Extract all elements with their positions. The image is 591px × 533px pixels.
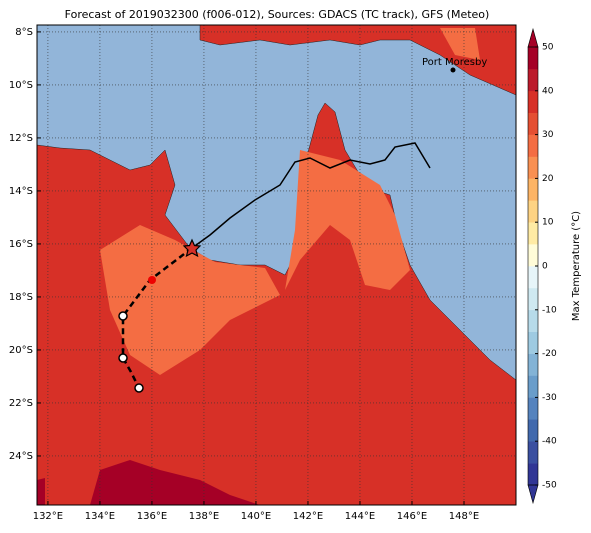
colorbar-tick-label: 10 [542, 218, 554, 228]
colorbar-swatch [528, 68, 538, 92]
colorbar-swatch [528, 309, 538, 332]
colorbar-tick-label: -40 [542, 437, 557, 447]
map-title: Forecast of 2019032300 (f006-012), Sourc… [65, 8, 490, 21]
track-forecast [121, 247, 193, 389]
colorbar-extend [527, 484, 539, 505]
colorbar-swatch [528, 287, 538, 311]
y-tick-label: 18°S [9, 292, 33, 303]
colorbar-tick-label: -10 [542, 305, 557, 315]
colorbar-swatch [528, 134, 538, 157]
colorbar-tick-label: -20 [542, 349, 557, 359]
x-tick-label: 138°E [189, 511, 219, 522]
y-tick-label: 14°S [9, 186, 33, 197]
map-area: Port Moresby [37, 25, 516, 505]
colorbar-tick-label: 30 [542, 130, 554, 140]
colorbar-tick-label: 40 [542, 86, 554, 96]
map-frame [36, 24, 517, 506]
y-tick-label: 24°S [9, 451, 33, 462]
x-tick-label: 144°E [345, 511, 375, 522]
colorbar-swatch [528, 47, 538, 70]
y-tick-label: 10°S [9, 80, 33, 91]
colorbar-swatch [528, 266, 538, 289]
track-observed [191, 142, 431, 249]
colorbar-tick-label: 0 [542, 262, 548, 272]
colorbar-extend [527, 27, 539, 48]
x-tick-label: 134°E [85, 511, 115, 522]
colorbar-swatch [528, 441, 538, 464]
colorbar: -50 -40 -30 -20 -10 0 10 20 30 40 50 [527, 27, 557, 505]
storm-star [182, 238, 202, 258]
x-tick-label: 132°E [33, 511, 63, 522]
y-tick-label: 22°S [9, 398, 33, 409]
x-tick-label: 136°E [137, 511, 167, 522]
colorbar-swatch [528, 222, 538, 245]
y-tick-label: 8°S [15, 27, 33, 38]
track-point [118, 311, 128, 321]
track-point [118, 353, 128, 363]
x-tick-label: 140°E [241, 511, 271, 522]
colorbar-swatch [528, 419, 538, 442]
grid [37, 25, 516, 505]
colorbar-swatch [528, 463, 538, 486]
colorbar-swatch [528, 112, 538, 135]
colorbar-swatch [528, 90, 538, 113]
colorbar-swatch [528, 200, 538, 223]
colorbar-tick-label: -30 [542, 393, 557, 403]
colorbar-label: Max Temperature (°C) [571, 211, 582, 321]
colorbar-tick-label: -50 [542, 481, 557, 491]
x-tick-label: 148°E [449, 511, 479, 522]
track-point [134, 383, 144, 393]
warm-zone [100, 225, 280, 375]
colorbar-tick-label: 20 [542, 174, 554, 184]
colorbar-swatch [528, 178, 538, 201]
x-tick-label: 142°E [293, 511, 323, 522]
colorbar-swatch [528, 244, 538, 267]
colorbar-swatch [528, 331, 538, 354]
colorbar-swatch [528, 375, 538, 398]
colorbar-swatch [528, 156, 538, 179]
hot-zone [90, 460, 260, 505]
hot-zone [37, 478, 45, 505]
y-tick-label: 20°S [9, 345, 33, 356]
warm-zone [285, 150, 410, 290]
place-marker [450, 67, 456, 73]
warm-zone [440, 28, 480, 60]
colorbar-swatch [528, 353, 538, 376]
y-tick-label: 16°S [9, 239, 33, 250]
x-tick-label: 146°E [397, 511, 427, 522]
colorbar-swatch [528, 397, 538, 420]
colorbar-tick-label: 50 [542, 43, 554, 53]
place-label: Port Moresby [422, 57, 487, 68]
y-tick-label: 12°S [9, 133, 33, 144]
land [199, 25, 516, 96]
red-marker [148, 276, 156, 284]
